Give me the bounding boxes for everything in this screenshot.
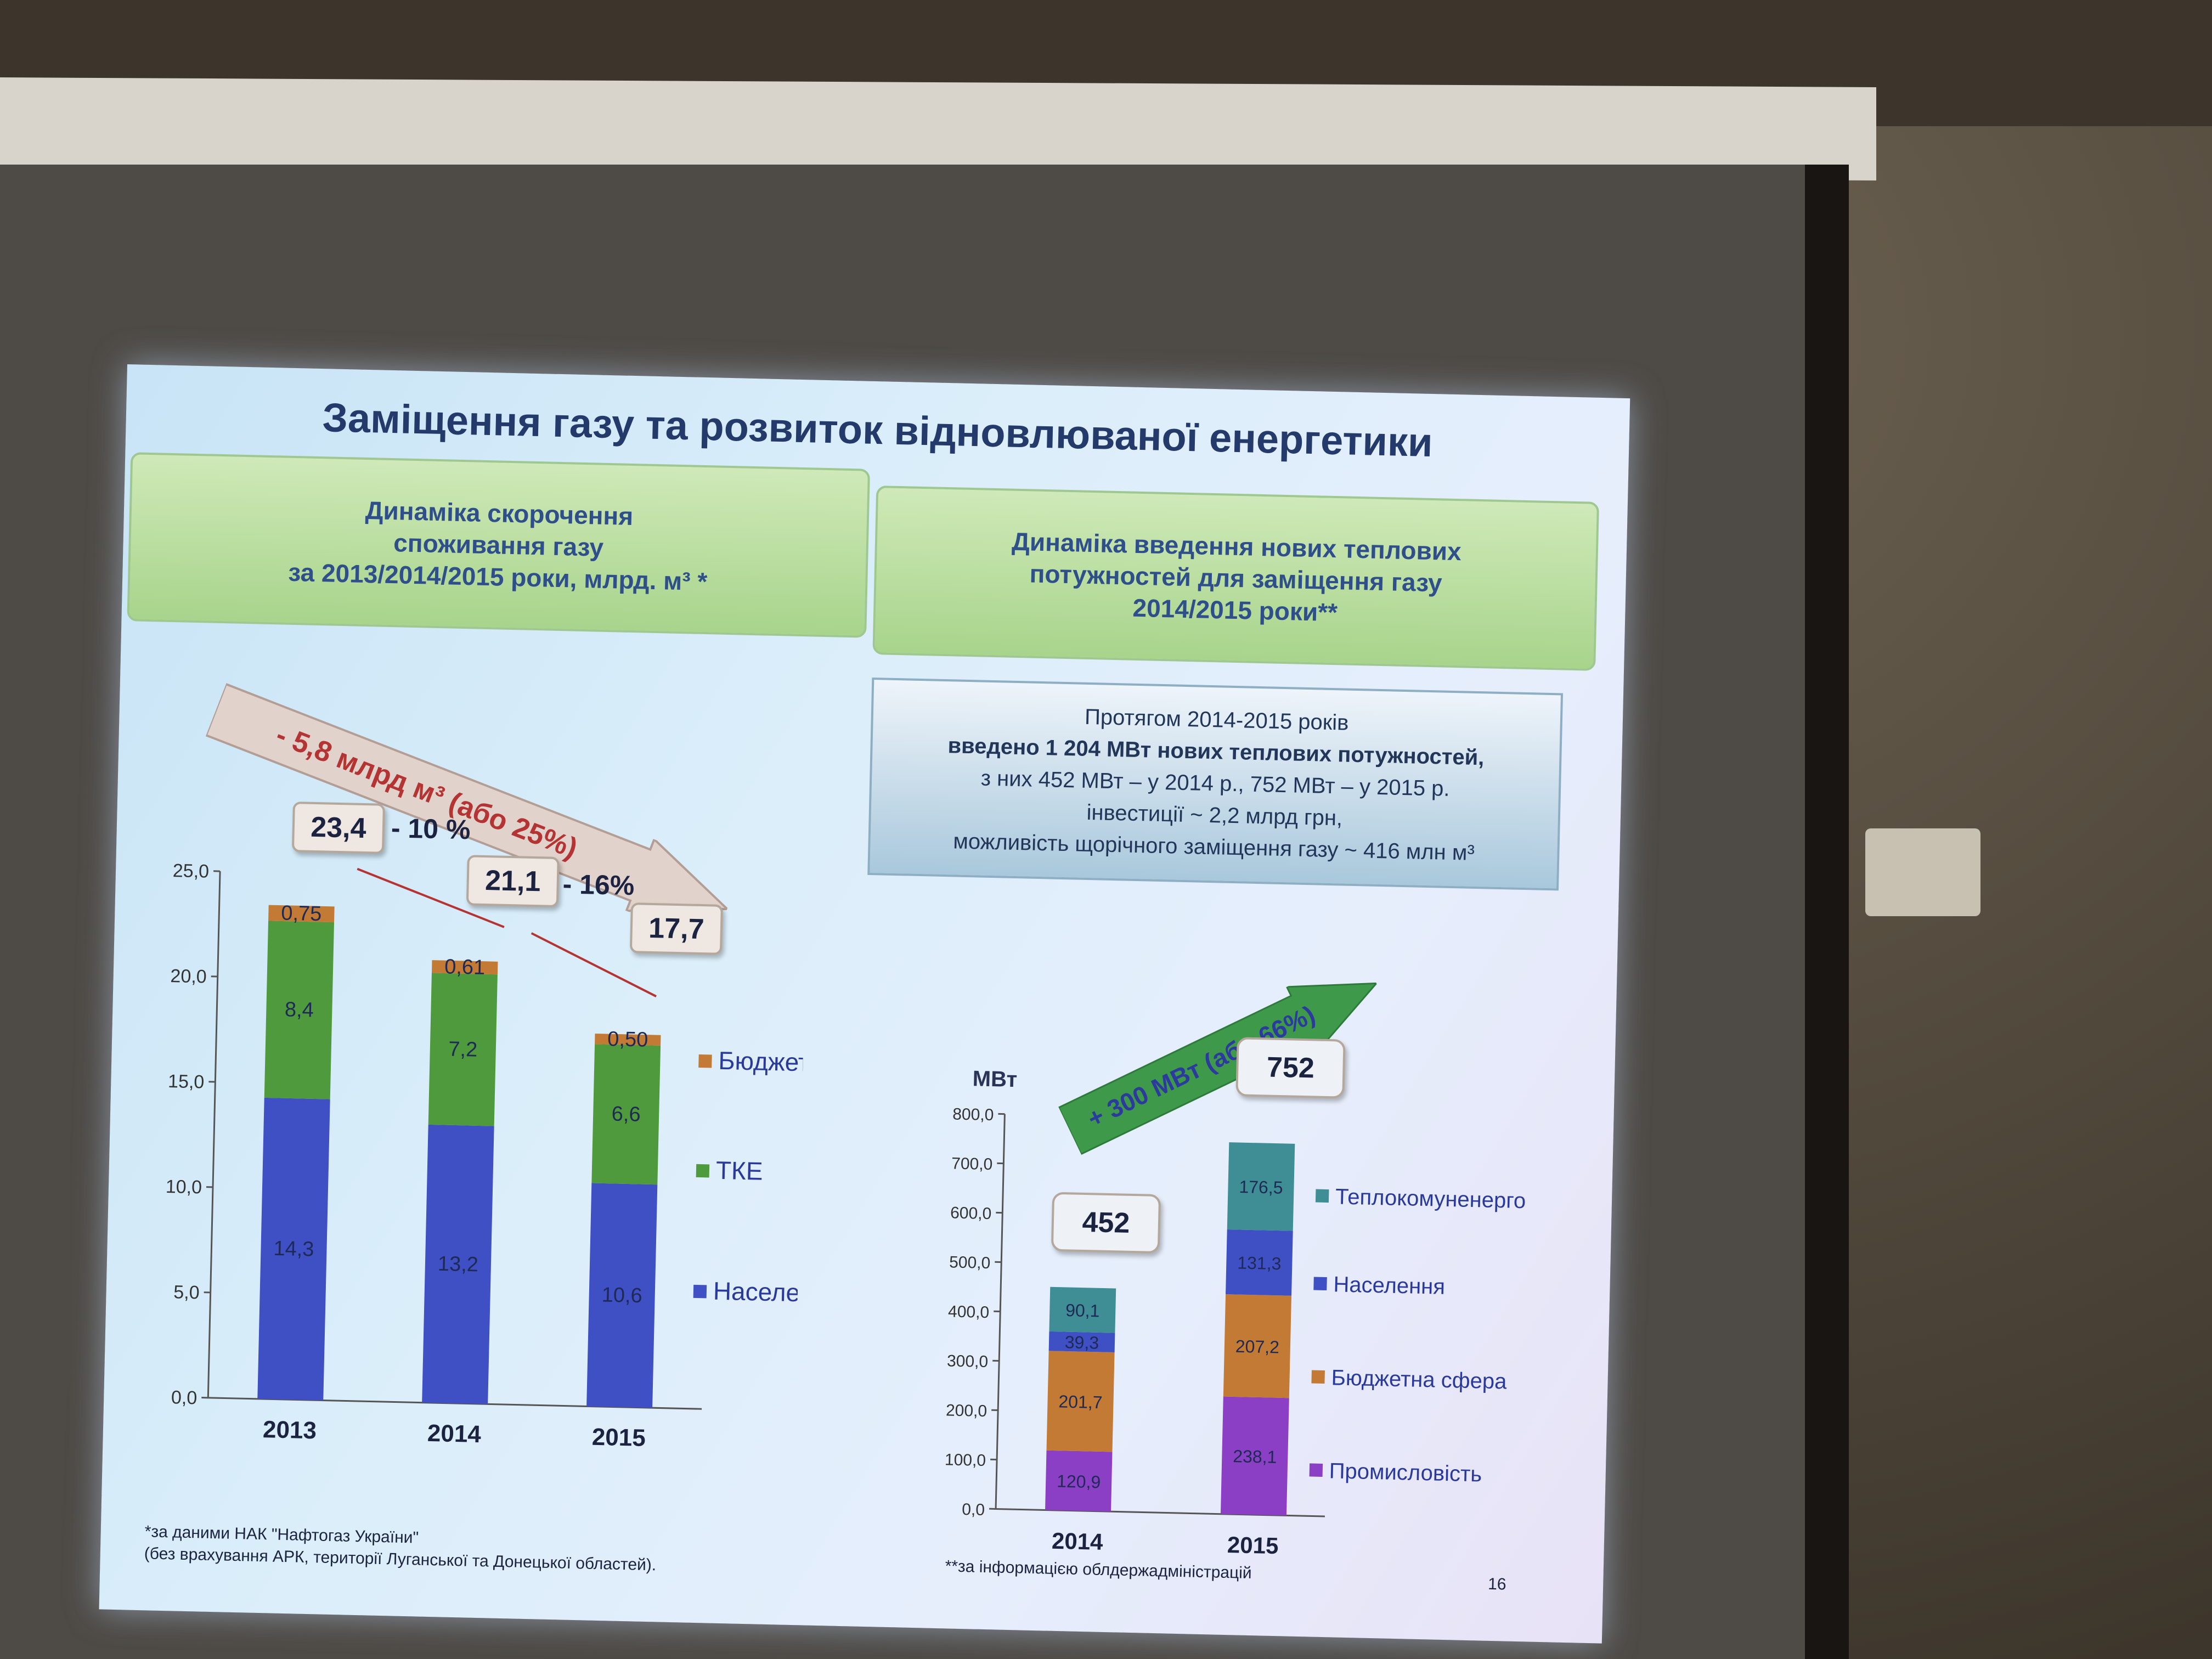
callout-452: 452	[1051, 1192, 1161, 1254]
bar-segment	[257, 1097, 330, 1401]
gas-consumption-chart: 0,0 5,0 10,0 15,0 20,0 25,0 14,3 8,4 0,75 2013 13,…	[165, 860, 808, 1452]
data-label: 7,2	[448, 1037, 478, 1061]
bar-segment	[1048, 1331, 1115, 1352]
legend-swatch	[1311, 1370, 1325, 1384]
y-tick-label: 0,0	[171, 1387, 198, 1408]
x-category-label: 2014	[1052, 1528, 1104, 1555]
y-tick-label: 20,0	[170, 966, 207, 987]
y-tick-label: 100,0	[945, 1451, 986, 1470]
data-label: 0,75	[281, 902, 322, 926]
thermal-capacity-chart: 0,0 100,0 200,0 300,0 400,0 500,0 600,0 700,0 80…	[945, 1066, 1526, 1559]
bar-segment	[591, 1044, 661, 1185]
wall-switch	[1865, 828, 1980, 916]
data-label: 120,9	[1057, 1471, 1101, 1492]
bar-segment	[1046, 1351, 1115, 1452]
bar-segment	[431, 960, 498, 975]
bar-segment	[422, 1124, 494, 1404]
left-panel-header: Динаміка скорочення споживання газу за 2…	[127, 452, 871, 638]
data-label: 176,5	[1239, 1177, 1283, 1198]
legend-swatch	[698, 1054, 712, 1068]
footnote-source-line1: *за даними НАК "Нафтогаз України"	[144, 1522, 419, 1547]
screen-frame	[1805, 165, 1849, 1659]
right-panel-header: Динаміка введення нових теплових потужно…	[872, 486, 1599, 671]
legend-swatch	[1315, 1189, 1329, 1203]
x-category-label: 2015	[591, 1424, 646, 1452]
bar-segment	[1045, 1450, 1113, 1512]
bar-segment	[1220, 1396, 1289, 1516]
callout-752: 752	[1235, 1037, 1346, 1099]
y-tick-label: 0,0	[962, 1500, 985, 1519]
data-label: 238,1	[1233, 1446, 1277, 1467]
data-label: 10,6	[601, 1284, 642, 1308]
presentation-slide: Заміщення газу та розвиток відновлюваної…	[99, 364, 1630, 1644]
legend-label: Населення	[713, 1277, 807, 1308]
connector-arrow	[357, 867, 505, 928]
y-tick-label: 15,0	[168, 1071, 205, 1092]
y-axis	[207, 871, 221, 1398]
bar-segment	[1227, 1142, 1295, 1231]
y-tick-label: 10,0	[165, 1176, 202, 1198]
legend-label: Бюджетна сфера	[1331, 1365, 1507, 1393]
bar-segment	[586, 1183, 658, 1408]
data-label: 207,2	[1235, 1336, 1279, 1357]
data-label: 14,3	[273, 1237, 314, 1261]
connector-arrow	[531, 932, 657, 997]
y-tick-label: 700,0	[951, 1154, 993, 1173]
y-tick-label: 800,0	[952, 1105, 994, 1124]
data-label: 39,3	[1064, 1332, 1099, 1352]
y-tick-label: 5,0	[173, 1282, 200, 1303]
data-label: 131,3	[1237, 1252, 1282, 1273]
legend-swatch	[693, 1284, 707, 1299]
y-tick-label: 400,0	[948, 1302, 990, 1322]
change-2013: - 10 %	[391, 812, 471, 845]
legend-swatch	[1309, 1463, 1323, 1477]
x-category-label: 2014	[427, 1420, 481, 1448]
x-category-label: 2015	[1227, 1532, 1278, 1559]
bar-segment	[1049, 1286, 1116, 1333]
change-2014: - 16%	[562, 868, 635, 901]
y-axis-label: МВт	[972, 1066, 1017, 1092]
legend-label: Промисловість	[1329, 1459, 1482, 1486]
y-tick-label: 500,0	[949, 1253, 991, 1272]
data-label: 13,2	[437, 1252, 478, 1277]
y-tick-label: 300,0	[947, 1352, 989, 1371]
data-label: 90,1	[1065, 1300, 1100, 1321]
bar-segment	[428, 973, 498, 1126]
data-label: 0,61	[444, 955, 486, 979]
bar-segment	[264, 921, 335, 1099]
legend-label: ТКЕ	[715, 1156, 763, 1186]
y-tick-label: 25,0	[172, 860, 209, 882]
legend-label: Теплокомуненерго	[1335, 1184, 1526, 1213]
increase-arrow: + 300 МВт (або 66%)	[1054, 951, 1392, 1163]
bar-segment	[595, 1033, 661, 1046]
bar-segment	[1226, 1229, 1293, 1296]
legend-label: Бюджетні установи	[718, 1046, 808, 1080]
legend-swatch	[1313, 1277, 1327, 1291]
legend-label: Населення	[1333, 1272, 1445, 1299]
callout-2013: 23,4	[291, 802, 385, 854]
bar-segment	[1223, 1294, 1292, 1398]
y-tick-label: 600,0	[950, 1204, 992, 1223]
callout-2014: 21,1	[466, 855, 560, 908]
increase-arrow-shape	[1057, 982, 1379, 1155]
footnote-source-line2: (без врахування АРК, території Лугансько…	[144, 1544, 657, 1575]
callout-2015: 17,7	[629, 902, 723, 955]
info-box: Протягом 2014-2015 років введено 1 204 М…	[867, 677, 1564, 891]
x-category-label: 2013	[263, 1416, 317, 1444]
page-number: 16	[1487, 1575, 1506, 1594]
legend-swatch	[696, 1164, 710, 1178]
data-label: 6,6	[611, 1103, 641, 1126]
y-tick-label: 200,0	[946, 1401, 988, 1420]
data-label: 0,50	[607, 1028, 648, 1052]
data-label: 201,7	[1058, 1391, 1103, 1412]
data-label: 8,4	[284, 998, 314, 1022]
bar-segment	[268, 905, 335, 923]
